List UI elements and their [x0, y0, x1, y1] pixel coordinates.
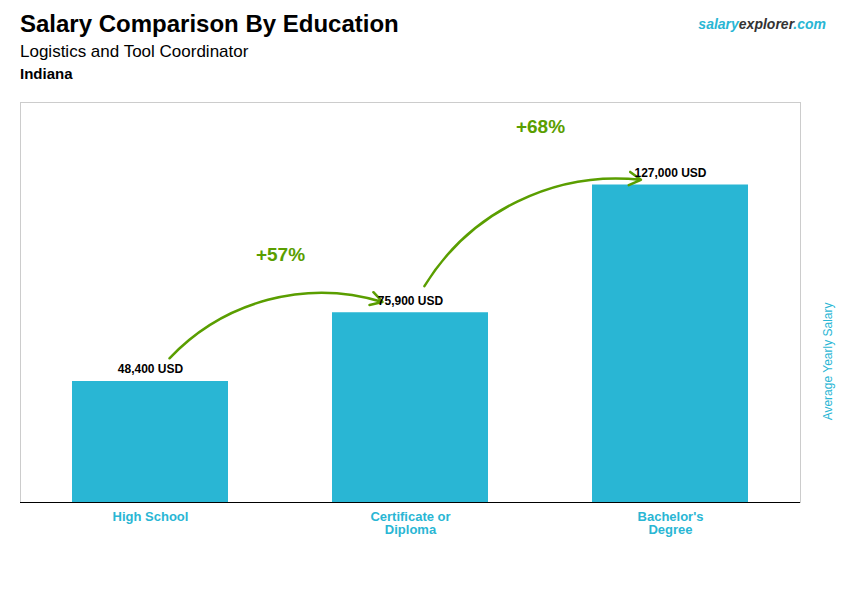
html-text:Logistics and Tool Coordinator: Logistics and Tool Coordinator: [20, 42, 249, 61]
svg-text:Certificate orDiploma: Certificate orDiploma: [370, 509, 450, 537]
svg-text:+57%: +57%: [256, 244, 305, 265]
svg-text:Bachelor'sDegree: Bachelor'sDegree: [638, 509, 704, 537]
svg-text:48,400 USD: 48,400 USD: [118, 362, 184, 376]
svg-text:127,000 USD: 127,000 USD: [634, 166, 706, 180]
svg-text:75,900 USD: 75,900 USD: [378, 294, 444, 308]
html-text:salary explorer.com: salary explorer.com: [698, 16, 826, 32]
svg-text:High School: High School: [113, 509, 189, 524]
html-text:Salary Comparison By Education: Salary Comparison By Education: [20, 10, 399, 37]
html-text:Indiana: Indiana: [20, 65, 73, 82]
svg-text:+68%: +68%: [516, 116, 565, 137]
svg-text:Average Yearly Salary: Average Yearly Salary: [821, 303, 835, 421]
